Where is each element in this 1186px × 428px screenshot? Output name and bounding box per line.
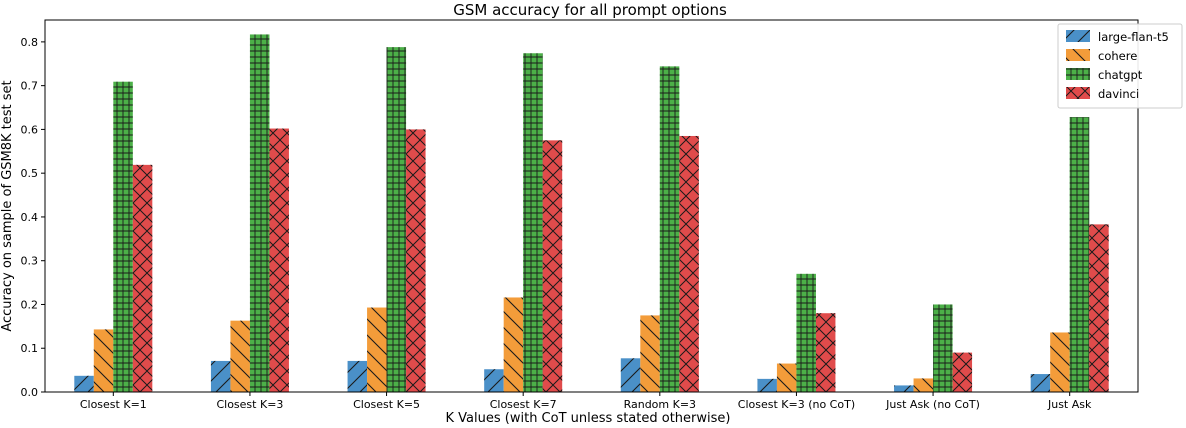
bar-hatch-chatgpt: [933, 304, 953, 392]
bar-hatch-chatgpt: [523, 53, 543, 393]
bar-hatch-large-flan-t5: [757, 378, 777, 392]
bar-hatch-cohere: [913, 378, 934, 392]
bar-hatch-large-flan-t5: [347, 360, 368, 392]
bar-hatch-chatgpt: [796, 273, 816, 392]
plot-frame: [44, 19, 1139, 393]
x-tick-label: Closest K=3: [216, 398, 283, 411]
bar-hatch-cohere: [367, 307, 387, 392]
legend-label-large-flan-t5: large-flan-t5: [1098, 30, 1169, 44]
chart-title: GSM accuracy for all prompt options: [453, 1, 727, 19]
legend-swatch-hatch: [1066, 87, 1090, 99]
y-tick-label: 0.8: [21, 36, 39, 49]
bar-hatch-large-flan-t5: [1030, 374, 1051, 392]
y-tick-label: 0.6: [21, 123, 39, 136]
bar-hatch-davinci: [815, 313, 836, 392]
y-tick-label: 0.3: [21, 255, 39, 268]
bar-hatch-large-flan-t5: [484, 369, 504, 392]
bar-hatch-chatgpt: [249, 34, 270, 392]
bar-hatch-davinci: [269, 128, 289, 392]
y-axis-label: Accuracy on sample of GSM8K test set: [0, 80, 15, 331]
y-ticks-group: 0.0 0.1 0.2 0.3 0.4 0.5 0.6 0.7 0.8: [21, 36, 45, 399]
bar-hatch-chatgpt: [1069, 117, 1090, 392]
y-tick-label: 0.0: [21, 386, 39, 399]
x-axis-label: K Values (with CoT unless stated otherwi…: [446, 411, 731, 426]
bar-hatch-cohere: [776, 363, 797, 392]
bar-hatch-davinci: [1089, 224, 1109, 392]
bar-hatch-chatgpt: [386, 47, 407, 392]
legend-label-cohere: cohere: [1098, 49, 1137, 63]
bar-hatch-large-flan-t5: [74, 375, 94, 392]
x-tick-label: Random K=3: [624, 398, 696, 411]
bar-hatch-davinci: [406, 129, 426, 393]
legend-swatch-hatch: [1066, 68, 1090, 80]
x-tick-label: Just Ask: [1047, 398, 1092, 411]
legend-label-chatgpt: chatgpt: [1098, 68, 1143, 82]
legend-label-davinci: davinci: [1098, 87, 1139, 101]
bars-group: [74, 34, 1109, 393]
y-tick-label: 0.7: [21, 80, 39, 93]
bar-hatch-chatgpt: [659, 66, 680, 392]
bar-hatch-large-flan-t5: [210, 360, 231, 392]
bar-hatch-davinci: [952, 352, 973, 392]
bar-hatch-davinci: [679, 135, 699, 392]
bar-hatch-cohere: [230, 320, 250, 392]
bar-hatch-cohere: [503, 297, 524, 392]
bar-hatch-large-flan-t5: [620, 358, 641, 392]
x-tick-label: Closest K=5: [353, 398, 420, 411]
bar-hatch-cohere: [640, 315, 660, 392]
bar-hatch-davinci: [542, 140, 563, 392]
y-tick-label: 0.1: [21, 342, 39, 355]
x-ticks-group: Closest K=1 Closest K=3 Closest K=5 Closest…: [80, 392, 1092, 411]
bar-hatch-cohere: [1050, 332, 1070, 392]
x-tick-label: Closest K=3 (no CoT): [738, 398, 855, 411]
legend: large-flan-t5 cohere chatgpt davinci: [1057, 23, 1183, 109]
legend-swatch-hatch: [1066, 49, 1090, 61]
bar-hatch-chatgpt: [113, 81, 133, 392]
x-tick-label: Closest K=7: [490, 398, 557, 411]
bar-hatch-large-flan-t5: [894, 385, 914, 392]
x-tick-label: Just Ask (no CoT): [885, 398, 980, 411]
y-tick-label: 0.5: [21, 167, 39, 180]
bar-hatch-cohere: [93, 329, 114, 392]
y-tick-label: 0.2: [21, 298, 39, 311]
bar-hatch-davinci: [132, 164, 153, 392]
legend-swatch-hatch: [1066, 30, 1090, 42]
x-tick-label: Closest K=1: [80, 398, 147, 411]
y-tick-label: 0.4: [21, 211, 39, 224]
